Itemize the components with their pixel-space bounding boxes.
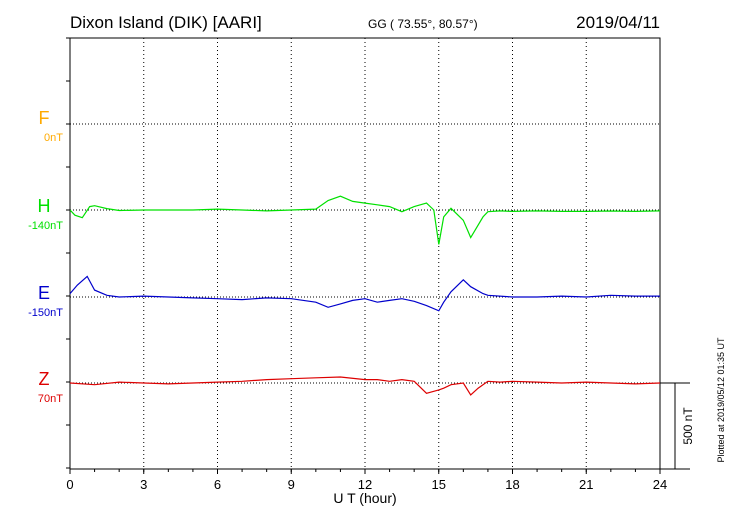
series-baseline-F: 0nT: [44, 132, 63, 144]
series-line-Z: [69, 376, 661, 396]
x-tick-label-12: 12: [358, 477, 372, 492]
gridlines: [143, 38, 587, 469]
x-tick-label-9: 9: [288, 477, 295, 492]
series-line-H: [69, 195, 661, 245]
x-tick-label-0: 0: [66, 477, 73, 492]
x-tick-label-24: 24: [653, 477, 667, 492]
chart-title: Dixon Island (DIK) [AARI]: [70, 13, 262, 32]
scale-bar: 500 nT: [660, 382, 695, 470]
x-axis: 0 3 6 9 12 15 18 21 24: [66, 37, 667, 492]
baselines: [70, 123, 660, 384]
x-tick-label-3: 3: [140, 477, 147, 492]
series-label-H: H: [38, 196, 51, 216]
x-tick-label-18: 18: [505, 477, 519, 492]
coords-label: GG ( 73.55°, 80.57°): [368, 17, 478, 31]
series-label-F: F: [39, 108, 50, 128]
series-baseline-H: -140nT: [28, 220, 63, 232]
series-baseline-E: -150nT: [28, 307, 63, 319]
x-tick-label-6: 6: [214, 477, 221, 492]
scale-bar-label: 500 nT: [681, 407, 695, 445]
x-tick-label-15: 15: [432, 477, 446, 492]
plotted-note: Plotted at 2019/05/12 01:35 UT: [716, 337, 726, 463]
x-tick-label-21: 21: [579, 477, 593, 492]
traces: [69, 195, 661, 396]
date-label: 2019/04/11: [576, 13, 660, 32]
series-label-E: E: [38, 283, 50, 303]
plot-area: [69, 37, 661, 470]
series-labels: F 0nT H -140nT E -150nT Z 70nT: [28, 108, 63, 405]
series-baseline-Z: 70nT: [38, 393, 63, 405]
series-line-E: [69, 275, 660, 312]
series-label-Z: Z: [39, 369, 50, 389]
x-axis-title: U T (hour): [333, 490, 396, 506]
